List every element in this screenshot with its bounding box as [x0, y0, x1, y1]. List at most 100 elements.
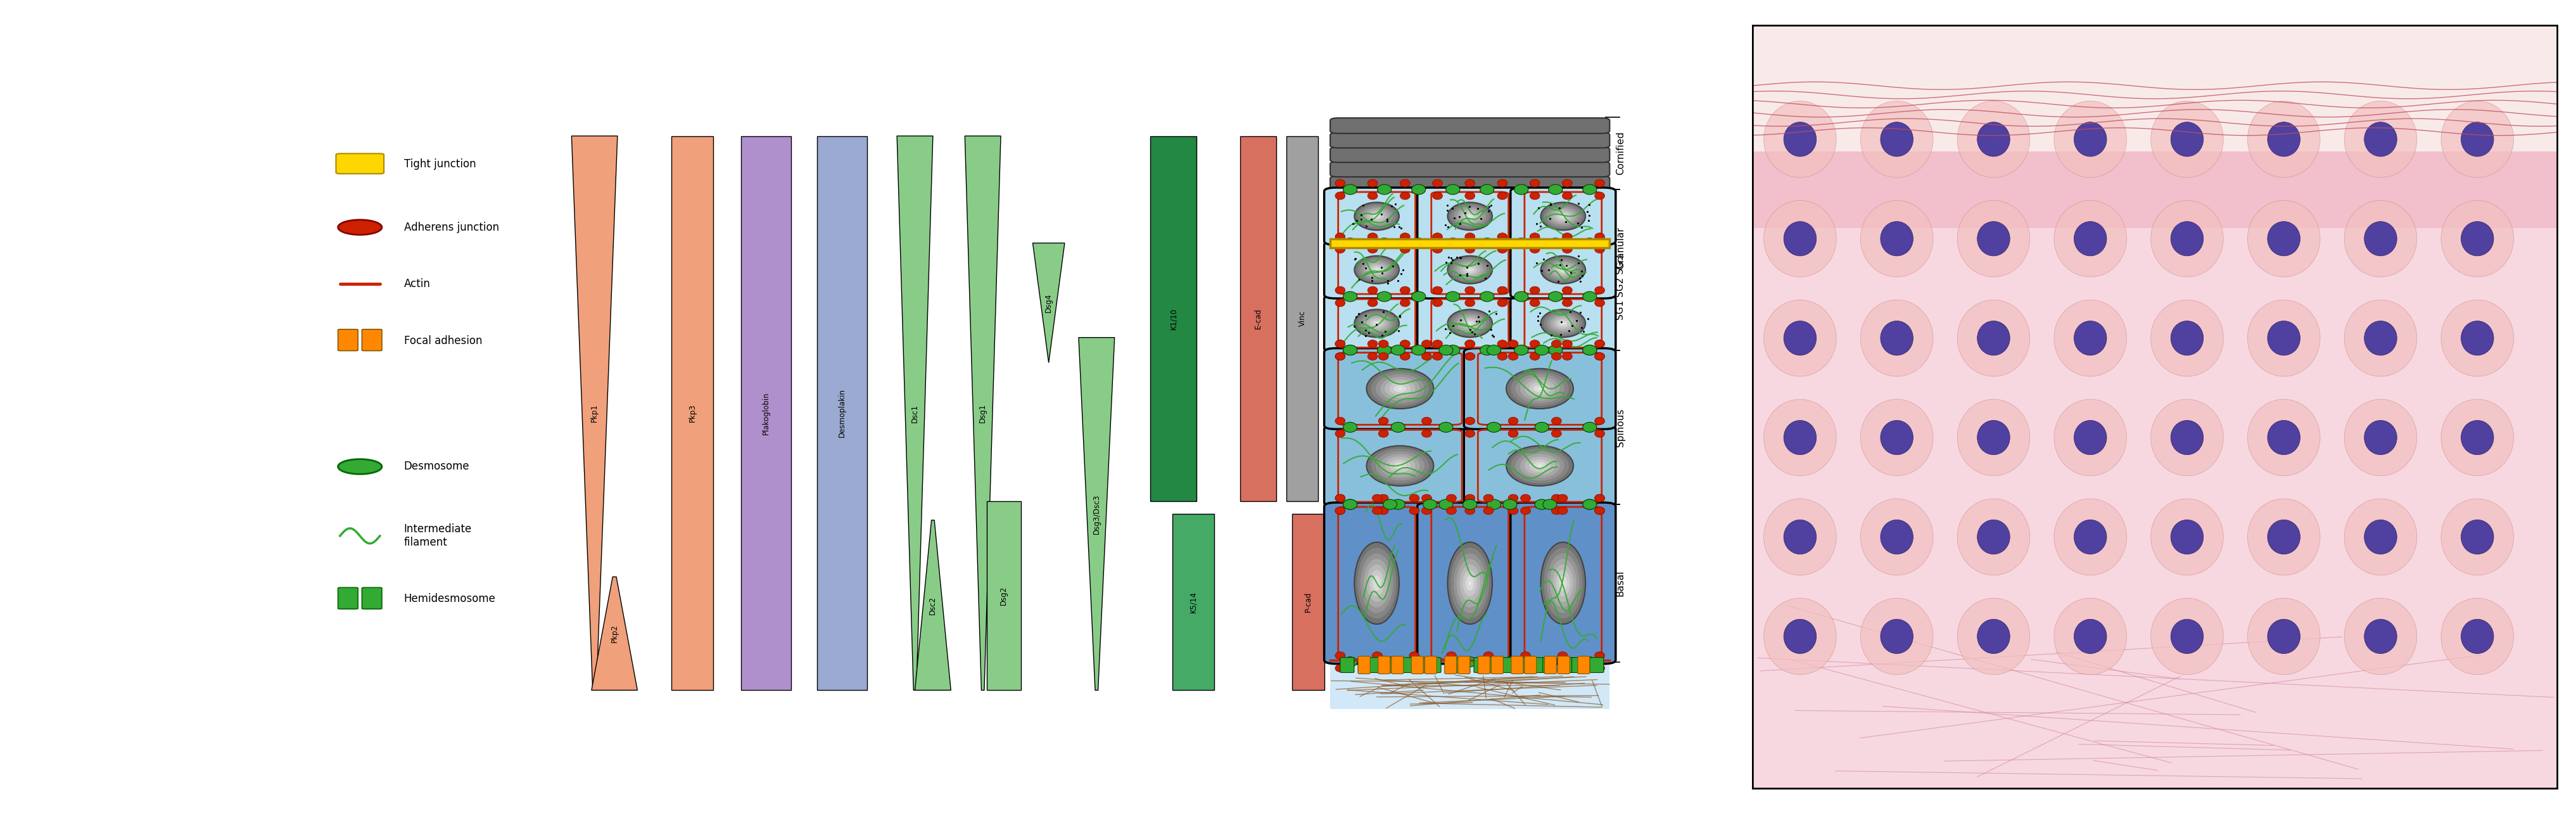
Ellipse shape [2151, 499, 2223, 575]
Ellipse shape [1484, 494, 1494, 502]
Ellipse shape [1453, 313, 1486, 334]
Ellipse shape [1450, 312, 1489, 335]
Ellipse shape [1334, 494, 1345, 502]
Ellipse shape [1540, 542, 1584, 624]
Ellipse shape [2267, 222, 2300, 256]
Ellipse shape [1399, 465, 1401, 467]
Ellipse shape [1880, 519, 1914, 554]
FancyBboxPatch shape [1324, 502, 1430, 663]
Ellipse shape [1412, 345, 1425, 355]
Ellipse shape [1765, 200, 1837, 277]
Ellipse shape [1860, 101, 1932, 178]
Ellipse shape [1595, 340, 1605, 348]
Ellipse shape [1360, 553, 1394, 613]
Ellipse shape [1497, 340, 1507, 348]
Ellipse shape [1497, 192, 1507, 200]
Ellipse shape [2344, 399, 2416, 476]
FancyBboxPatch shape [1455, 658, 1471, 672]
Ellipse shape [1432, 353, 1443, 360]
Ellipse shape [1582, 499, 1597, 510]
Ellipse shape [1342, 422, 1358, 432]
Ellipse shape [1445, 345, 1461, 355]
Text: Focal adhesion: Focal adhesion [404, 335, 482, 346]
Ellipse shape [2442, 101, 2514, 178]
Ellipse shape [1515, 184, 1528, 195]
Text: Actin: Actin [404, 278, 430, 290]
Ellipse shape [2267, 420, 2300, 455]
Ellipse shape [1497, 179, 1507, 187]
Ellipse shape [1409, 494, 1419, 502]
Text: E-cad: E-cad [1255, 308, 1262, 329]
Ellipse shape [2344, 200, 2416, 277]
Ellipse shape [1595, 664, 1605, 672]
Ellipse shape [1582, 499, 1597, 510]
Ellipse shape [1368, 233, 1378, 240]
Ellipse shape [1543, 312, 1582, 335]
Ellipse shape [1463, 570, 1476, 596]
Ellipse shape [1582, 291, 1597, 302]
Ellipse shape [1978, 420, 2009, 455]
Ellipse shape [1481, 345, 1494, 355]
Ellipse shape [1412, 184, 1425, 195]
Ellipse shape [1783, 321, 1816, 355]
Ellipse shape [1530, 179, 1540, 187]
Ellipse shape [1378, 345, 1391, 355]
Ellipse shape [1558, 213, 1566, 219]
Ellipse shape [2074, 619, 2107, 654]
Ellipse shape [1355, 542, 1399, 624]
Ellipse shape [1515, 238, 1528, 248]
Ellipse shape [1558, 494, 1569, 502]
Ellipse shape [1401, 233, 1409, 240]
Ellipse shape [2460, 222, 2494, 256]
Ellipse shape [1466, 353, 1476, 360]
Ellipse shape [1595, 507, 1605, 515]
Ellipse shape [1538, 388, 1540, 389]
FancyBboxPatch shape [1324, 425, 1476, 506]
FancyBboxPatch shape [337, 587, 358, 609]
Polygon shape [592, 577, 636, 690]
Ellipse shape [1334, 192, 1345, 200]
Ellipse shape [1595, 507, 1605, 515]
Ellipse shape [1558, 507, 1569, 515]
Ellipse shape [1561, 245, 1571, 253]
Ellipse shape [1510, 371, 1569, 406]
Ellipse shape [1556, 570, 1571, 596]
Ellipse shape [1551, 315, 1577, 331]
Ellipse shape [1546, 206, 1579, 227]
Text: Intermediate
filament: Intermediate filament [404, 524, 471, 548]
Ellipse shape [1376, 374, 1425, 403]
FancyBboxPatch shape [1543, 658, 1556, 672]
Ellipse shape [2074, 122, 2107, 156]
Ellipse shape [1486, 345, 1502, 355]
Ellipse shape [1445, 184, 1461, 195]
Ellipse shape [1448, 542, 1492, 624]
Bar [1329, 239, 1610, 247]
Ellipse shape [1422, 494, 1432, 502]
Ellipse shape [1466, 267, 1473, 272]
Ellipse shape [1958, 101, 2030, 178]
FancyBboxPatch shape [1329, 133, 1610, 148]
Ellipse shape [2442, 499, 2514, 575]
Ellipse shape [1481, 291, 1494, 302]
Ellipse shape [337, 220, 381, 235]
Text: Dsg2: Dsg2 [999, 587, 1007, 605]
Ellipse shape [1455, 315, 1484, 331]
FancyBboxPatch shape [1358, 658, 1373, 672]
Ellipse shape [1450, 204, 1489, 228]
Ellipse shape [1595, 417, 1605, 425]
Ellipse shape [1342, 345, 1358, 355]
Ellipse shape [1334, 179, 1345, 187]
Ellipse shape [1551, 429, 1561, 438]
Ellipse shape [1386, 456, 1414, 475]
Ellipse shape [2246, 598, 2321, 675]
Ellipse shape [1595, 286, 1605, 294]
Ellipse shape [1561, 353, 1571, 360]
Ellipse shape [2460, 321, 2494, 355]
Polygon shape [966, 136, 999, 690]
Ellipse shape [1448, 309, 1492, 337]
Ellipse shape [1540, 202, 1584, 230]
Ellipse shape [1582, 184, 1597, 195]
FancyBboxPatch shape [1386, 658, 1401, 672]
Ellipse shape [1520, 494, 1530, 502]
Ellipse shape [1368, 353, 1378, 360]
